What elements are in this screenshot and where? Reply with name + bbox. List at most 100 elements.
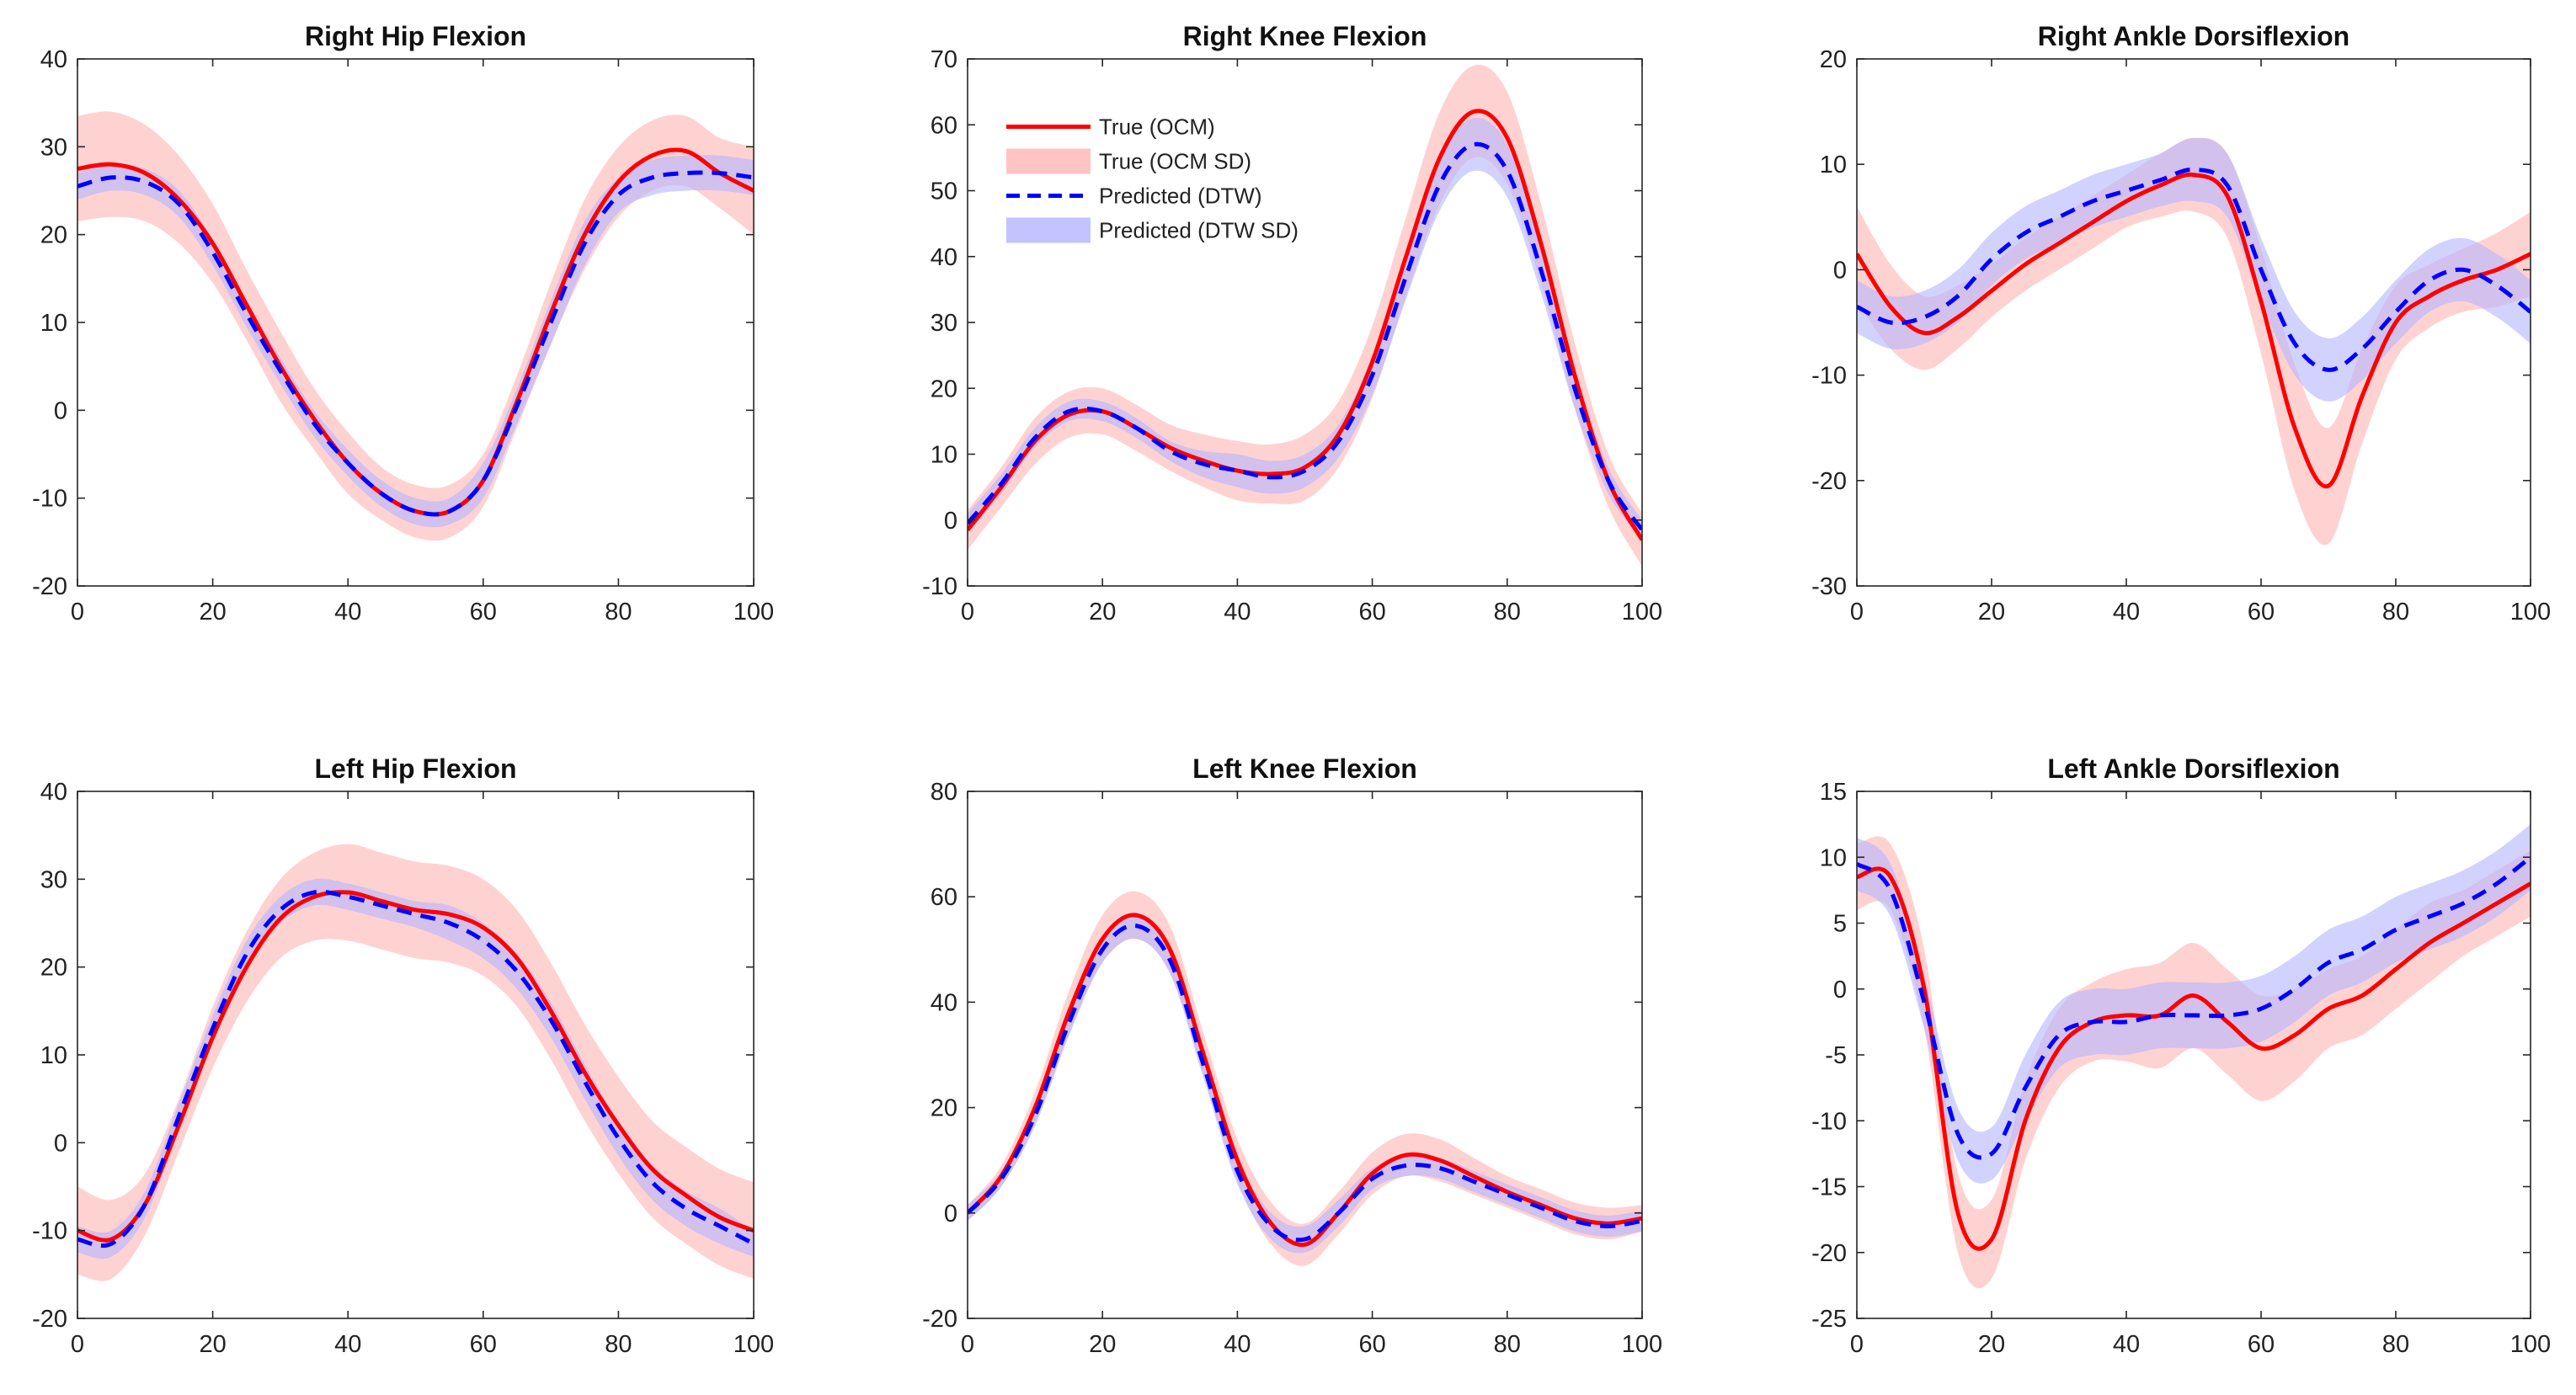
- x-tick-label: 40: [2113, 1331, 2140, 1358]
- x-tick-label: 40: [1224, 1331, 1251, 1358]
- y-tick-label: -30: [1811, 573, 1847, 600]
- x-tick-label: 0: [71, 599, 84, 626]
- x-tick-label: 20: [199, 1331, 226, 1358]
- x-tick-label: 20: [1978, 599, 2005, 626]
- predicted-dtw-line: [968, 141, 1642, 531]
- true-ocm-line: [968, 913, 1642, 1248]
- x-tick-label: 60: [2248, 599, 2275, 626]
- chart-title: Left Knee Flexion: [1192, 753, 1417, 784]
- y-tick-label: 10: [40, 310, 67, 337]
- y-tick-label: 0: [1833, 977, 1847, 1004]
- x-tick-label: 80: [605, 1331, 632, 1358]
- x-tick-label: 0: [71, 1331, 84, 1358]
- legend-label: True (OCM): [1099, 114, 1215, 140]
- x-tick-label: 60: [470, 1331, 497, 1358]
- y-tick-label: 20: [40, 222, 67, 249]
- legend-label: Predicted (DTW): [1099, 184, 1262, 209]
- true-ocm-sd-band: [968, 64, 1642, 567]
- y-tick-label: 50: [931, 178, 957, 205]
- predicted-dtw-sd-band: [77, 878, 754, 1259]
- x-tick-label: 100: [733, 1331, 774, 1358]
- x-tick-label: 60: [1358, 1331, 1385, 1358]
- plot-layer: [1857, 824, 2531, 1289]
- chart-title: Left Ankle Dorsiflexion: [2047, 753, 2339, 784]
- x-tick-label: 0: [1850, 599, 1864, 626]
- chart-left-ankle-dorsiflexion: 0 20 40 60 80 100 -25 -20 -15 -10 -5 0 5 10 15 Left Ank…: [1811, 753, 2551, 1358]
- x-tick-label: 60: [470, 599, 497, 626]
- predicted-dtw-sd-band: [1857, 137, 2531, 402]
- x-tick-label: 0: [1850, 1331, 1864, 1358]
- y-tick-label: 20: [931, 1095, 957, 1122]
- y-tick-label: -20: [32, 573, 67, 600]
- x-tick-label: 100: [2510, 599, 2551, 626]
- y-tick-label: -20: [1811, 468, 1847, 495]
- y-tick-label: 20: [1820, 46, 1847, 73]
- x-tick-label: 80: [2382, 599, 2409, 626]
- plot-layer: [968, 64, 1642, 567]
- true-ocm-sd-band: [77, 111, 754, 541]
- y-tick-label: 0: [54, 397, 67, 424]
- legend-true-ocm-sd: True (OCM SD): [1006, 148, 1251, 174]
- x-tick-label: 80: [605, 599, 632, 626]
- chart-title: Right Hip Flexion: [305, 21, 526, 51]
- y-tick-label: -5: [1825, 1042, 1847, 1069]
- y-tick-label: 60: [931, 884, 957, 911]
- predicted-dtw-sd-band: [1857, 824, 2531, 1184]
- predicted-dtw-sd-band: [77, 155, 754, 528]
- y-tick-label: 0: [54, 1130, 67, 1157]
- y-tick-label: -20: [922, 1306, 957, 1333]
- axes-box: [967, 791, 1643, 1319]
- true-ocm-line: [77, 147, 754, 517]
- y-tick-label: -10: [32, 1218, 67, 1245]
- y-tick-label: 15: [1820, 779, 1847, 806]
- chart-title: Right Ankle Dorsiflexion: [2038, 21, 2349, 51]
- x-tick-label: 100: [2510, 1331, 2551, 1358]
- x-tick-label: 40: [2113, 599, 2140, 626]
- legend-predicted-dtw-sd: Predicted (DTW SD): [1006, 217, 1299, 243]
- true-ocm-line: [1857, 866, 2531, 1251]
- x-tick-label: 20: [1089, 1331, 1116, 1358]
- y-tick-label: 40: [40, 779, 67, 806]
- x-tick-label: 80: [1494, 599, 1521, 626]
- legend-band-swatch: [1006, 217, 1091, 243]
- x-tick-label: 100: [1622, 1331, 1662, 1358]
- y-tick-label: 0: [944, 508, 957, 535]
- y-tick-label: 30: [40, 134, 67, 161]
- chart-left-hip-flexion: 0 20 40 60 80 100 -20 -10 0 10 20 30 40 Left Hip Flex…: [32, 753, 774, 1358]
- y-tick-label: -15: [1811, 1174, 1847, 1201]
- x-tick-label: 40: [334, 599, 361, 626]
- chart-title: Right Knee Flexion: [1183, 21, 1427, 51]
- legend-label: Predicted (DTW SD): [1099, 218, 1299, 243]
- plot-layer: [968, 891, 1642, 1266]
- x-tick-label: 20: [199, 599, 226, 626]
- predicted-dtw-line: [1857, 855, 2531, 1160]
- y-tick-label: 40: [40, 46, 67, 73]
- y-tick-label: 0: [944, 1201, 957, 1227]
- x-tick-label: 40: [334, 1331, 361, 1358]
- y-tick-label: 0: [1833, 257, 1847, 284]
- y-tick-label: -25: [1811, 1306, 1847, 1333]
- predicted-dtw-sd-band: [968, 117, 1642, 540]
- chart-right-hip-flexion: 0 20 40 60 80 100 -20 -10 0 10 20 30 40 Right Hip Fle…: [32, 21, 774, 626]
- y-tick-label: -10: [922, 573, 957, 600]
- x-tick-label: 60: [2248, 1331, 2275, 1358]
- y-tick-label: 10: [1820, 844, 1847, 871]
- x-tick-label: 0: [961, 599, 974, 626]
- y-tick-label: 30: [931, 310, 957, 337]
- legend-true-ocm: True (OCM): [1006, 114, 1215, 140]
- legend-band-swatch: [1006, 148, 1091, 174]
- x-tick-label: 20: [1089, 599, 1116, 626]
- x-tick-label: 80: [1494, 1331, 1521, 1358]
- y-tick-label: -10: [1811, 1108, 1847, 1135]
- y-tick-label: 70: [931, 46, 957, 73]
- y-tick-label: 10: [931, 442, 957, 469]
- y-tick-label: 20: [40, 955, 67, 982]
- y-tick-label: -10: [1811, 363, 1847, 390]
- chart-title: Left Hip Flexion: [315, 753, 517, 784]
- plot-area: [968, 59, 1642, 586]
- y-tick-label: 5: [1833, 911, 1847, 938]
